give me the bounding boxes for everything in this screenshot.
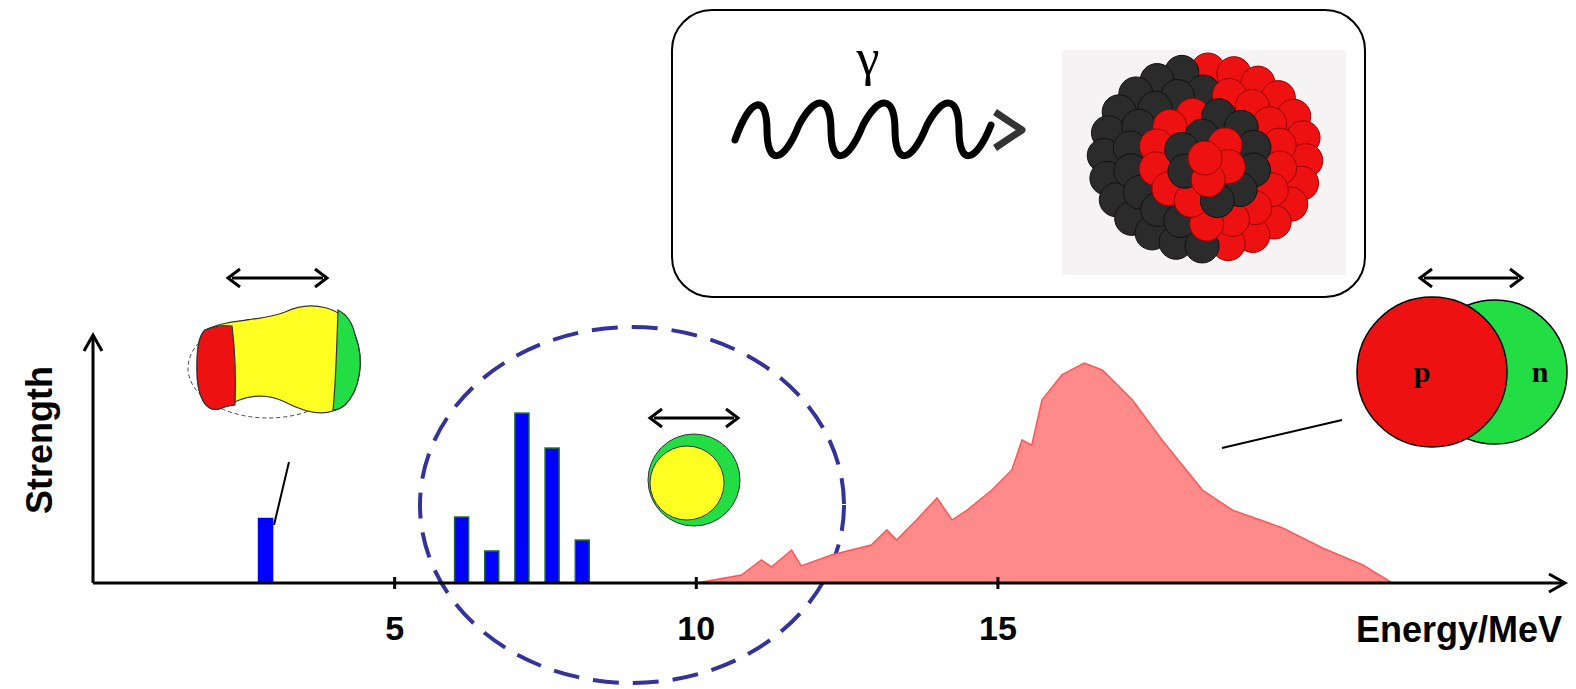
- gdr-arrow: [1424, 277, 1518, 280]
- pdr-core: [650, 446, 724, 520]
- strength-bar: [455, 517, 469, 583]
- x-tick-label: 15: [979, 609, 1017, 647]
- gdr-protons: [1357, 297, 1507, 447]
- x-tick: [393, 577, 396, 589]
- marks: [259, 363, 1393, 583]
- pdr-ellipse: [420, 327, 844, 683]
- gdr-arrow-head: [1420, 269, 1432, 287]
- x-arrow: [1549, 574, 1565, 592]
- y-axis-title: Strength: [19, 366, 60, 514]
- deformed-neutron-cap: [333, 310, 360, 410]
- strength-bar: [485, 551, 499, 583]
- nucleon: [1188, 141, 1222, 175]
- y-arrow: [84, 335, 102, 351]
- scissors-leader: [274, 462, 289, 525]
- gdr-leader: [1222, 420, 1342, 448]
- pdr-arrow-head: [650, 409, 662, 427]
- x-tick-label: 5: [385, 609, 404, 647]
- scissors-arrow-head: [315, 269, 327, 287]
- photon-box: [672, 10, 1365, 297]
- strength-bar: [515, 413, 529, 583]
- photon-label: γ: [856, 29, 880, 86]
- x-axis-title: Energy/MeV: [1356, 609, 1562, 650]
- gdr-arrow-head: [1510, 269, 1522, 287]
- gdr-area: [696, 363, 1392, 583]
- strength-bar: [259, 519, 273, 583]
- deformed-proton-cap: [197, 326, 235, 410]
- pdr-skin: [648, 434, 740, 526]
- photon-arrowhead: [995, 112, 1022, 148]
- photon-wave: [735, 103, 991, 156]
- y-axis: [92, 337, 95, 583]
- x-tick-label: 10: [677, 609, 715, 647]
- strength-bar: [575, 540, 589, 583]
- figure: γ 5 10 15 Energy/MeV Strength p n: [0, 0, 1576, 689]
- strength-bar: [545, 448, 559, 583]
- x-axis: [93, 582, 1563, 585]
- deformed-core: [197, 306, 360, 413]
- scissors-arrow: [232, 277, 323, 280]
- pdr-arrow-head: [726, 409, 738, 427]
- x-tick: [695, 577, 698, 589]
- proton-label: p: [1414, 355, 1431, 388]
- scissors-arrow-head: [228, 269, 240, 287]
- neutron-label: n: [1532, 355, 1549, 388]
- nucleus-ground: [1062, 50, 1346, 275]
- x-tick: [996, 577, 999, 589]
- pdr-arrow: [654, 417, 734, 420]
